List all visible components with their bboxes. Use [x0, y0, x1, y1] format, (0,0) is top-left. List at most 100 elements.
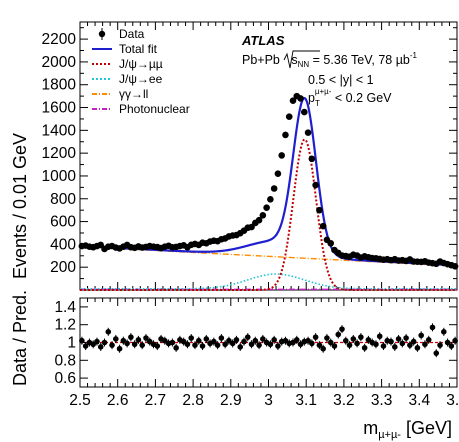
ratio-point — [241, 338, 247, 345]
ratio-point — [452, 337, 458, 344]
data-point — [297, 95, 304, 102]
collision-info: Pb+Pb sNN = 5.36 TeV, 78 µb-1 — [242, 51, 418, 69]
ratio-axes: 0.60.811.21.4 2.5 2.6 2.7 2.8 2.9 3 3.1 3.2 3.3 3.… — [54, 298, 459, 409]
x-tick-label: 3.1 — [295, 392, 317, 409]
ratio-y-tick-label: 1.4 — [54, 299, 76, 316]
x-tick-label: 2.6 — [107, 392, 129, 409]
ratio-point — [131, 341, 138, 348]
ratio-point — [316, 342, 323, 348]
data-point — [259, 212, 267, 219]
ratio-point — [444, 339, 451, 346]
ratio-point — [82, 343, 89, 349]
ratio-point — [433, 350, 440, 356]
x-tick-label: 3 — [264, 392, 273, 409]
legend-label: Total fit — [119, 42, 158, 56]
legend-label: Photonuclear — [119, 102, 190, 116]
ratio-point — [342, 337, 349, 344]
y-tick-label: 1200 — [42, 145, 77, 162]
y-tick-label: 600 — [50, 214, 76, 231]
ratio-point — [425, 337, 432, 343]
ratio-point — [195, 337, 202, 344]
ratio-point — [79, 337, 85, 344]
ratio-point — [391, 344, 398, 350]
legend-label: J/ψ→ee — [119, 72, 163, 86]
ratio-point — [188, 335, 195, 341]
ratio-point — [312, 334, 319, 340]
rapidity-cut: 0.5 < |y| < 1 — [308, 73, 374, 87]
ratio-point — [293, 337, 300, 343]
ratio-y-tick-label: 1.2 — [54, 317, 76, 334]
y-tick-label: 2200 — [42, 31, 77, 48]
ratio-point — [192, 342, 198, 348]
x-tick-label: 3.3 — [371, 392, 393, 409]
ratio-point — [128, 334, 134, 340]
ratio-point — [324, 335, 330, 341]
ratio-point — [116, 345, 123, 352]
jpsi-ee-curve — [80, 273, 457, 290]
ratio-point — [441, 329, 447, 335]
ratio-y-axis-label: Data / Pred. — [10, 290, 30, 386]
data-point — [319, 222, 327, 230]
ratio-point — [388, 338, 394, 345]
ratio-y-tick-label: 1 — [67, 335, 76, 352]
pt-cut: pTµ+µ- < 0.2 GeV — [308, 87, 392, 108]
y-tick-label: 400 — [50, 236, 76, 253]
legend-label: J/ψ→µµ — [119, 57, 163, 71]
ratio-point — [101, 339, 108, 346]
ratio-point — [361, 345, 368, 351]
ratio-point — [429, 324, 436, 331]
ratio-points — [79, 323, 458, 358]
y-tick-label: 1000 — [42, 168, 77, 185]
ratio-point — [105, 329, 112, 335]
data-point — [274, 170, 282, 177]
x-axis-label: mµ+µ- [GeV] — [363, 418, 452, 441]
ratio-point — [331, 343, 338, 349]
ratio-y-tick-label: 0.6 — [54, 370, 76, 387]
x-tick-label: 2.5 — [69, 392, 91, 409]
y-tick-label: 1800 — [42, 77, 77, 94]
data-point — [312, 181, 319, 189]
ratio-point — [252, 337, 259, 344]
x-tick-label: 2.7 — [145, 392, 167, 409]
ratio-point — [271, 337, 277, 343]
ratio-point — [380, 343, 387, 349]
data-point — [289, 97, 297, 104]
data-point — [282, 131, 289, 139]
data-point — [263, 204, 270, 211]
ratio-point — [97, 344, 104, 350]
ratio-point — [350, 336, 357, 342]
x-tick-label: 2.9 — [220, 392, 242, 409]
x-tick-label: 2.8 — [182, 392, 204, 409]
legend-label: Data — [119, 27, 145, 41]
x-axis-label-subscript: µ+µ- — [378, 429, 401, 441]
sqrt-symbol — [283, 50, 320, 69]
ratio-point — [320, 345, 326, 352]
data-point — [285, 113, 293, 120]
ratio-point — [267, 341, 274, 348]
total-fit-curve — [79, 97, 458, 267]
ratio-point — [327, 339, 334, 346]
ratio-point — [113, 336, 119, 342]
ratio-point — [135, 337, 142, 343]
data-point — [301, 108, 308, 116]
ratio-point — [346, 342, 353, 348]
ratio-point — [260, 336, 266, 342]
data-point — [267, 196, 274, 203]
ratio-point — [143, 335, 149, 341]
ratio-point — [184, 341, 191, 348]
ratio-point — [399, 340, 406, 347]
ratio-point — [199, 343, 206, 349]
ratio-point — [358, 334, 364, 340]
ratio-point — [376, 333, 383, 340]
ratio-point — [244, 334, 251, 340]
data-points — [78, 92, 459, 270]
ratio-point — [203, 336, 210, 342]
ratio-point — [414, 345, 421, 351]
ratio-point — [403, 335, 409, 341]
experiment-label: ATLAS — [241, 33, 285, 48]
ratio-point — [395, 336, 402, 342]
ratio-point — [169, 339, 176, 346]
gammagamma-curve — [79, 245, 458, 267]
